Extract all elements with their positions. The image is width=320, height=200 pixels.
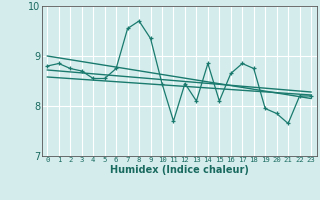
X-axis label: Humidex (Indice chaleur): Humidex (Indice chaleur) xyxy=(110,165,249,175)
